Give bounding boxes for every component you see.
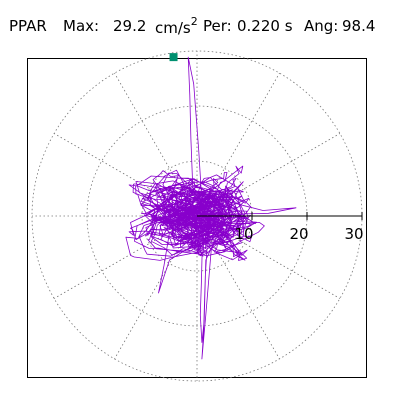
- radial-tick-label-30: 30: [344, 225, 363, 243]
- grid-spoke-240: [114, 215, 198, 360]
- grid-spoke-330: [196, 215, 341, 299]
- peak-marker-group: [169, 53, 178, 62]
- ang-value: 98.4: [342, 17, 376, 35]
- motion-trace: [125, 56, 297, 360]
- grid-spoke-30: [196, 133, 341, 217]
- grid-spoke-210: [53, 215, 198, 299]
- max-value: 29.2: [113, 17, 147, 35]
- grid-spoke-60: [196, 72, 280, 217]
- ang-label: Ang:: [304, 17, 339, 35]
- grid-spoke-150: [53, 133, 198, 217]
- radial-tick-label-10: 10: [234, 225, 253, 243]
- per-value: 0.220 s: [237, 17, 293, 35]
- grid-spoke-300: [196, 215, 280, 360]
- peak-marker: [169, 53, 178, 62]
- trace-path: [125, 56, 297, 360]
- per-label: Per:: [203, 17, 232, 35]
- chart-title: PPAR Max: 29.2 cm/s2 Per: 0.220 s Ang: 9…: [0, 0, 400, 48]
- max-unit-exponent: 2: [190, 15, 198, 28]
- max-label: Max:: [63, 17, 100, 35]
- max-unit: cm/s2: [155, 15, 198, 37]
- grid-spoke-120: [114, 72, 198, 217]
- radial-tick-label-20: 20: [289, 225, 308, 243]
- radial-axis: 10 20 30: [197, 212, 364, 243]
- station-label: PPAR: [9, 17, 47, 35]
